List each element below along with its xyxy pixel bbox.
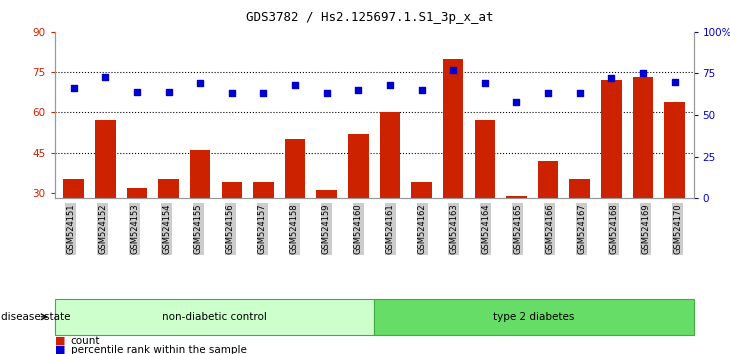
Bar: [601, 80, 621, 273]
Text: GSM524165: GSM524165: [513, 204, 523, 254]
Bar: [538, 161, 558, 273]
Bar: [664, 102, 685, 273]
Text: GSM524154: GSM524154: [162, 204, 171, 254]
Point: [384, 82, 396, 88]
Bar: [64, 179, 84, 273]
Bar: [127, 188, 147, 273]
Text: disease state: disease state: [1, 312, 70, 322]
Bar: [443, 59, 464, 273]
Text: non-diabetic control: non-diabetic control: [162, 312, 267, 322]
Point: [226, 91, 238, 96]
Point: [163, 89, 174, 95]
Point: [68, 86, 80, 91]
Point: [415, 87, 427, 93]
Text: GSM524170: GSM524170: [673, 204, 682, 254]
Text: GSM524167: GSM524167: [577, 204, 586, 254]
Point: [542, 91, 554, 96]
Bar: [253, 182, 274, 273]
Point: [258, 91, 269, 96]
Bar: [474, 120, 495, 273]
Bar: [380, 112, 400, 273]
Point: [605, 76, 617, 81]
Text: GSM524161: GSM524161: [385, 204, 395, 254]
Bar: [348, 134, 369, 273]
Bar: [316, 190, 337, 273]
Point: [289, 82, 301, 88]
Point: [447, 67, 459, 73]
Point: [131, 89, 143, 95]
Point: [479, 81, 491, 86]
Bar: [633, 78, 653, 273]
Bar: [190, 150, 210, 273]
Point: [353, 87, 364, 93]
Bar: [411, 182, 432, 273]
Point: [637, 71, 649, 76]
Text: percentile rank within the sample: percentile rank within the sample: [71, 345, 247, 354]
Text: GSM524168: GSM524168: [609, 204, 618, 254]
Point: [510, 99, 522, 104]
Text: ■: ■: [55, 336, 65, 346]
Bar: [506, 195, 527, 273]
Point: [194, 81, 206, 86]
Bar: [221, 182, 242, 273]
Point: [99, 74, 111, 80]
Text: GSM524151: GSM524151: [66, 204, 75, 254]
Text: GSM524164: GSM524164: [481, 204, 491, 254]
Text: GSM524169: GSM524169: [641, 204, 650, 254]
Text: type 2 diabetes: type 2 diabetes: [493, 312, 575, 322]
Text: GSM524162: GSM524162: [418, 204, 426, 254]
Bar: [569, 179, 590, 273]
Point: [669, 79, 680, 85]
Text: GSM524152: GSM524152: [98, 204, 107, 254]
Point: [574, 91, 585, 96]
Text: GSM524163: GSM524163: [450, 204, 458, 254]
Text: GSM524160: GSM524160: [353, 204, 363, 254]
Text: GSM524156: GSM524156: [226, 204, 235, 254]
Point: [321, 91, 333, 96]
Bar: [95, 120, 115, 273]
Bar: [374, 299, 694, 335]
Text: GSM524155: GSM524155: [194, 204, 203, 254]
Bar: [158, 179, 179, 273]
Text: ■: ■: [55, 345, 65, 354]
Text: GDS3782 / Hs2.125697.1.S1_3p_x_at: GDS3782 / Hs2.125697.1.S1_3p_x_at: [247, 11, 494, 24]
Text: GSM524153: GSM524153: [130, 204, 139, 254]
Text: GSM524166: GSM524166: [545, 204, 554, 254]
Bar: [55, 299, 374, 335]
Text: GSM524157: GSM524157: [258, 204, 267, 254]
Text: GSM524159: GSM524159: [322, 204, 331, 254]
Text: count: count: [71, 336, 100, 346]
Text: GSM524158: GSM524158: [290, 204, 299, 254]
Bar: [285, 139, 305, 273]
